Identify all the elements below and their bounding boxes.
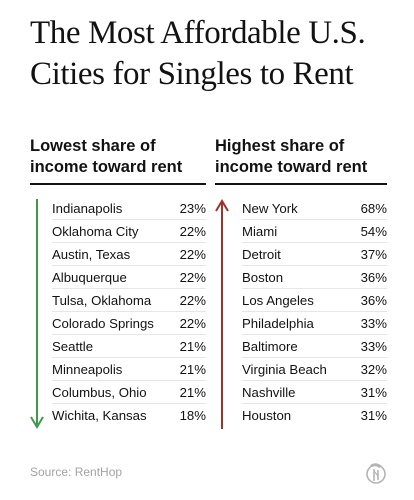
- highest-share-value-label: 33%: [360, 316, 387, 331]
- row-divider: [52, 357, 206, 358]
- highest-share-city-label: Los Angeles: [242, 293, 314, 308]
- highest-share-row: Nashville 31%: [215, 381, 387, 404]
- lowest-share-city-label: Tulsa, Oklahoma: [52, 293, 152, 308]
- chart-title: The Most Affordable U.S. Cities for Sing…: [30, 15, 366, 92]
- lowest-share-panel: Lowest share of income toward rent India…: [30, 136, 206, 429]
- highest-share-row: Boston 36%: [215, 266, 387, 289]
- lowest-share-city-label: Colorado Springs: [52, 316, 154, 331]
- highest-share-row: Detroit 37%: [215, 243, 387, 266]
- lowest-share-city-label: Indianapolis: [52, 201, 123, 216]
- down-arrow-icon: [30, 199, 44, 429]
- row-divider: [242, 242, 387, 243]
- highest-share-rows: New York 68% Miami 54% Detroit 37% Boston 36% Lo…: [215, 197, 387, 429]
- row-divider: [242, 311, 387, 312]
- lowest-share-city-label: Seattle: [52, 339, 94, 354]
- highest-share-city-label: Baltimore: [242, 339, 298, 354]
- up-arrow-icon: [215, 199, 229, 429]
- highest-share-city-label: Nashville: [242, 385, 296, 400]
- lowest-share-row: Seattle 21%: [30, 335, 206, 358]
- highest-share-row: New York 68%: [215, 197, 387, 220]
- highest-share-value-label: 31%: [360, 385, 387, 400]
- highest-share-city-label: Philadelphia: [242, 316, 314, 331]
- highest-share-value-label: 37%: [360, 247, 387, 262]
- highest-share-value-label: 31%: [360, 408, 387, 423]
- lowest-share-row: Wichita, Kansas 18%: [30, 404, 206, 427]
- highest-share-row: Miami 54%: [215, 220, 387, 243]
- lowest-share-rows: Indianapolis 23% Oklahoma City 22% Austin, T…: [30, 197, 206, 429]
- row-divider: [242, 219, 387, 220]
- lowest-share-city-label: Minneapolis: [52, 362, 123, 377]
- lowest-share-value-label: 22%: [179, 224, 206, 239]
- lowest-share-city-label: Albuquerque: [52, 270, 127, 285]
- lowest-share-row: Oklahoma City 22%: [30, 220, 206, 243]
- lowest-share-row: Tulsa, Oklahoma 22%: [30, 289, 206, 312]
- highest-share-row: Los Angeles 36%: [215, 289, 387, 312]
- lowest-share-city-label: Oklahoma City: [52, 224, 139, 239]
- row-divider: [242, 380, 387, 381]
- lowest-share-value-label: 22%: [179, 316, 206, 331]
- row-divider: [242, 403, 387, 404]
- lowest-share-row: Indianapolis 23%: [30, 197, 206, 220]
- lowest-share-value-label: 22%: [179, 247, 206, 262]
- highest-share-row: Virginia Beach 32%: [215, 358, 387, 381]
- highest-share-row: Houston 31%: [215, 404, 387, 427]
- highest-share-city-label: Houston: [242, 408, 292, 423]
- row-divider: [52, 288, 206, 289]
- row-divider: [52, 242, 206, 243]
- highest-share-heading: Highest share of income toward rent: [215, 136, 387, 185]
- lowest-share-row: Albuquerque 22%: [30, 266, 206, 289]
- highest-share-city-label: Boston: [242, 270, 284, 285]
- lowest-share-city-label: Austin, Texas: [52, 247, 131, 262]
- row-divider: [242, 334, 387, 335]
- row-divider: [52, 311, 206, 312]
- highest-share-value-label: 36%: [360, 270, 387, 285]
- row-divider: [52, 380, 206, 381]
- lowest-share-city-label: Columbus, Ohio: [52, 385, 147, 400]
- lowest-share-heading: Lowest share of income toward rent: [30, 136, 206, 185]
- lowest-share-value-label: 21%: [179, 385, 206, 400]
- lowest-share-city-label: Wichita, Kansas: [52, 408, 147, 423]
- row-divider: [52, 265, 206, 266]
- highest-share-panel: Highest share of income toward rent New …: [215, 136, 387, 429]
- highest-share-value-label: 32%: [360, 362, 387, 377]
- highest-share-value-label: 33%: [360, 339, 387, 354]
- lowest-share-value-label: 21%: [179, 339, 206, 354]
- source-note: Source: RentHop: [30, 465, 123, 479]
- highest-share-city-label: Miami: [242, 224, 278, 239]
- lowest-share-value-label: 22%: [179, 270, 206, 285]
- highest-share-row: Baltimore 33%: [215, 335, 387, 358]
- highest-share-row: Philadelphia 33%: [215, 312, 387, 335]
- row-divider: [242, 265, 387, 266]
- lowest-share-row: Colorado Springs 22%: [30, 312, 206, 335]
- highest-share-city-label: Virginia Beach: [242, 362, 327, 377]
- row-divider: [52, 403, 206, 404]
- lowest-share-row: Columbus, Ohio 21%: [30, 381, 206, 404]
- row-divider: [52, 334, 206, 335]
- lowest-share-row: Austin, Texas 22%: [30, 243, 206, 266]
- lowest-share-value-label: 21%: [179, 362, 206, 377]
- highest-share-city-label: New York: [242, 201, 298, 216]
- row-divider: [242, 288, 387, 289]
- highest-share-value-label: 68%: [360, 201, 387, 216]
- lowest-share-row: Minneapolis 21%: [30, 358, 206, 381]
- lowest-share-value-label: 22%: [179, 293, 206, 308]
- row-divider: [242, 357, 387, 358]
- lowest-share-value-label: 23%: [179, 201, 206, 216]
- lowest-share-value-label: 18%: [179, 408, 206, 423]
- highest-share-city-label: Detroit: [242, 247, 281, 262]
- highest-share-value-label: 54%: [360, 224, 387, 239]
- highest-share-value-label: 36%: [360, 293, 387, 308]
- nyt-logo-icon: [366, 463, 386, 484]
- row-divider: [52, 219, 206, 220]
